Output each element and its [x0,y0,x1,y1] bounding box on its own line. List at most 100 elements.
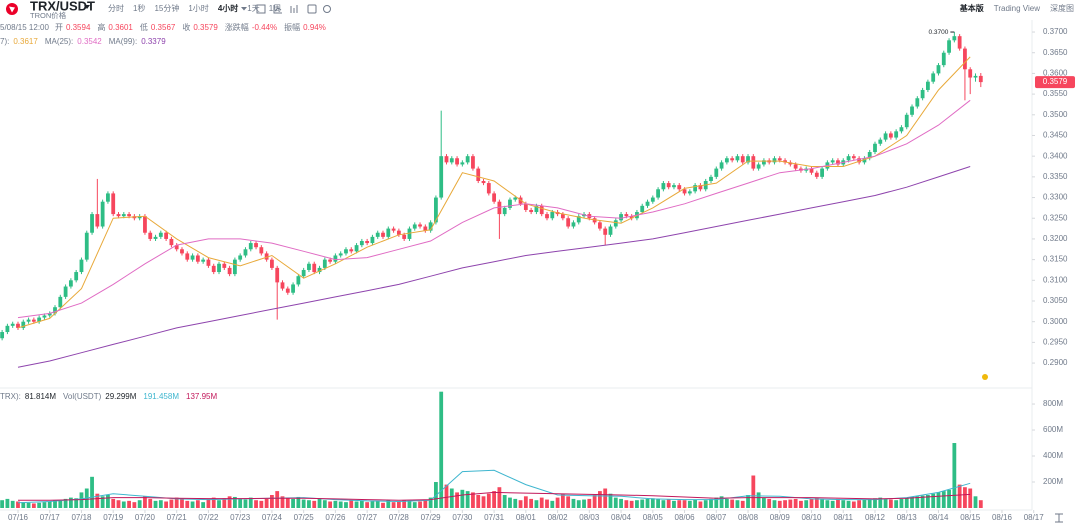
helper-icon[interactable] [982,374,988,380]
x-tick-label: 07/23 [230,513,251,522]
tool-icon[interactable] [273,5,282,14]
volume-bar [16,501,20,508]
volume-bar [502,495,507,508]
x-tick-label: 07/26 [325,513,346,522]
volume-bar [645,498,650,508]
volume-bar [243,499,248,508]
volume-bar [635,500,639,508]
view-button[interactable]: 深度图 [1050,3,1074,13]
candle-body [460,162,465,165]
ohlc-legend: 5/08/15 12:00 开 0.3594 高 0.3601 低 0.3567 收 0.357… [0,22,326,401]
volume-bar [709,498,713,508]
candle-body [455,158,459,165]
volume-bar [26,502,31,508]
candle-body [206,259,211,266]
y-tick-label: 0.3450 [1043,131,1068,140]
tool-icon[interactable] [307,4,317,14]
volume-bar [312,500,317,508]
volume-bar [820,499,824,508]
volume-bar [830,500,835,508]
volume-bar [582,499,586,508]
x-tick-label: 07/31 [484,513,505,522]
candle-body [412,224,417,229]
volume-bar [174,497,179,508]
interval-button[interactable]: 1秒 [133,3,145,13]
volume-bar [53,500,57,508]
volume-bar [978,500,983,508]
y-tick-label: 0.3050 [1043,296,1068,305]
candle-body [317,267,322,273]
candle-body [418,224,422,227]
interval-button[interactable]: 1小时 [188,3,208,13]
volume-bar [846,500,851,508]
candle-body [381,232,385,237]
volume-bar [248,497,253,508]
volume-bar [788,499,793,508]
volume-bar [735,500,740,508]
candle-body [259,247,264,254]
volume-bar [661,500,666,508]
legend-value: 0.94% [303,23,326,32]
volume-bar [862,499,867,508]
volume-bar [270,495,274,508]
candle-body [936,65,941,74]
candle-body [386,228,391,237]
volume-bar [973,496,978,508]
legend-value: 0.3594 [66,23,91,32]
candle-body [465,156,470,163]
pair-dropdown[interactable] [84,5,90,9]
candle-body [439,156,444,198]
volume-bar [317,498,322,508]
volume-bar [613,497,618,508]
candle-body [333,255,338,262]
candle-body [724,158,729,163]
y-tick-label: 0.3100 [1043,275,1068,284]
volume-bar [344,502,348,508]
tool-icon[interactable] [256,4,266,14]
candle-body [222,263,227,268]
interval-more[interactable] [241,7,247,11]
candle-body [957,36,962,49]
volume-bar [772,500,777,508]
volume-bar [518,500,523,508]
candle-body [492,193,497,202]
x-tick-label: 07/29 [421,513,442,522]
volume-bar [31,503,36,508]
datetime: 5/08/15 12:00 [0,23,49,32]
interval-button[interactable]: 4小时 [218,3,238,13]
volume-bar [693,499,698,508]
view-button[interactable]: Trading View [994,4,1040,13]
volume-bar [624,500,629,508]
tool-icon[interactable] [323,5,331,13]
candle-body [925,81,930,90]
view-button[interactable]: 基本版 [959,3,984,13]
candle-body [545,214,549,219]
pair-title[interactable]: TRX/USDT [30,0,95,13]
legend-label: 低 [140,22,148,32]
ma-line [17,99,971,319]
reset-icon[interactable] [1055,513,1063,523]
x-tick-label: 07/28 [389,513,410,522]
candle-body [116,214,121,217]
candle-body [693,185,698,192]
volume-bar [227,496,232,508]
volume-bar [63,498,68,508]
candle-body [143,216,147,233]
x-tick-label: 07/19 [103,513,124,522]
tool-icon[interactable] [290,5,298,13]
x-tick-label: 08/12 [865,513,886,522]
volume-bar [672,500,676,508]
interval-button[interactable]: 1周 [269,4,281,13]
volume-bar [931,493,936,508]
x-tick-label: 07/27 [357,513,378,522]
candle-body [195,255,200,262]
interval-button[interactable]: 分时 [108,3,124,13]
pair-subtitle[interactable]: TRON价格 [30,10,67,20]
interval-button[interactable]: 1天 [247,4,259,13]
x-tick-label: 08/10 [801,513,822,522]
x-tick-label: 07/25 [294,513,315,522]
x-tick-label: 08/06 [675,513,696,522]
interval-button[interactable]: 15分钟 [154,3,179,13]
volume-bar [687,500,692,508]
